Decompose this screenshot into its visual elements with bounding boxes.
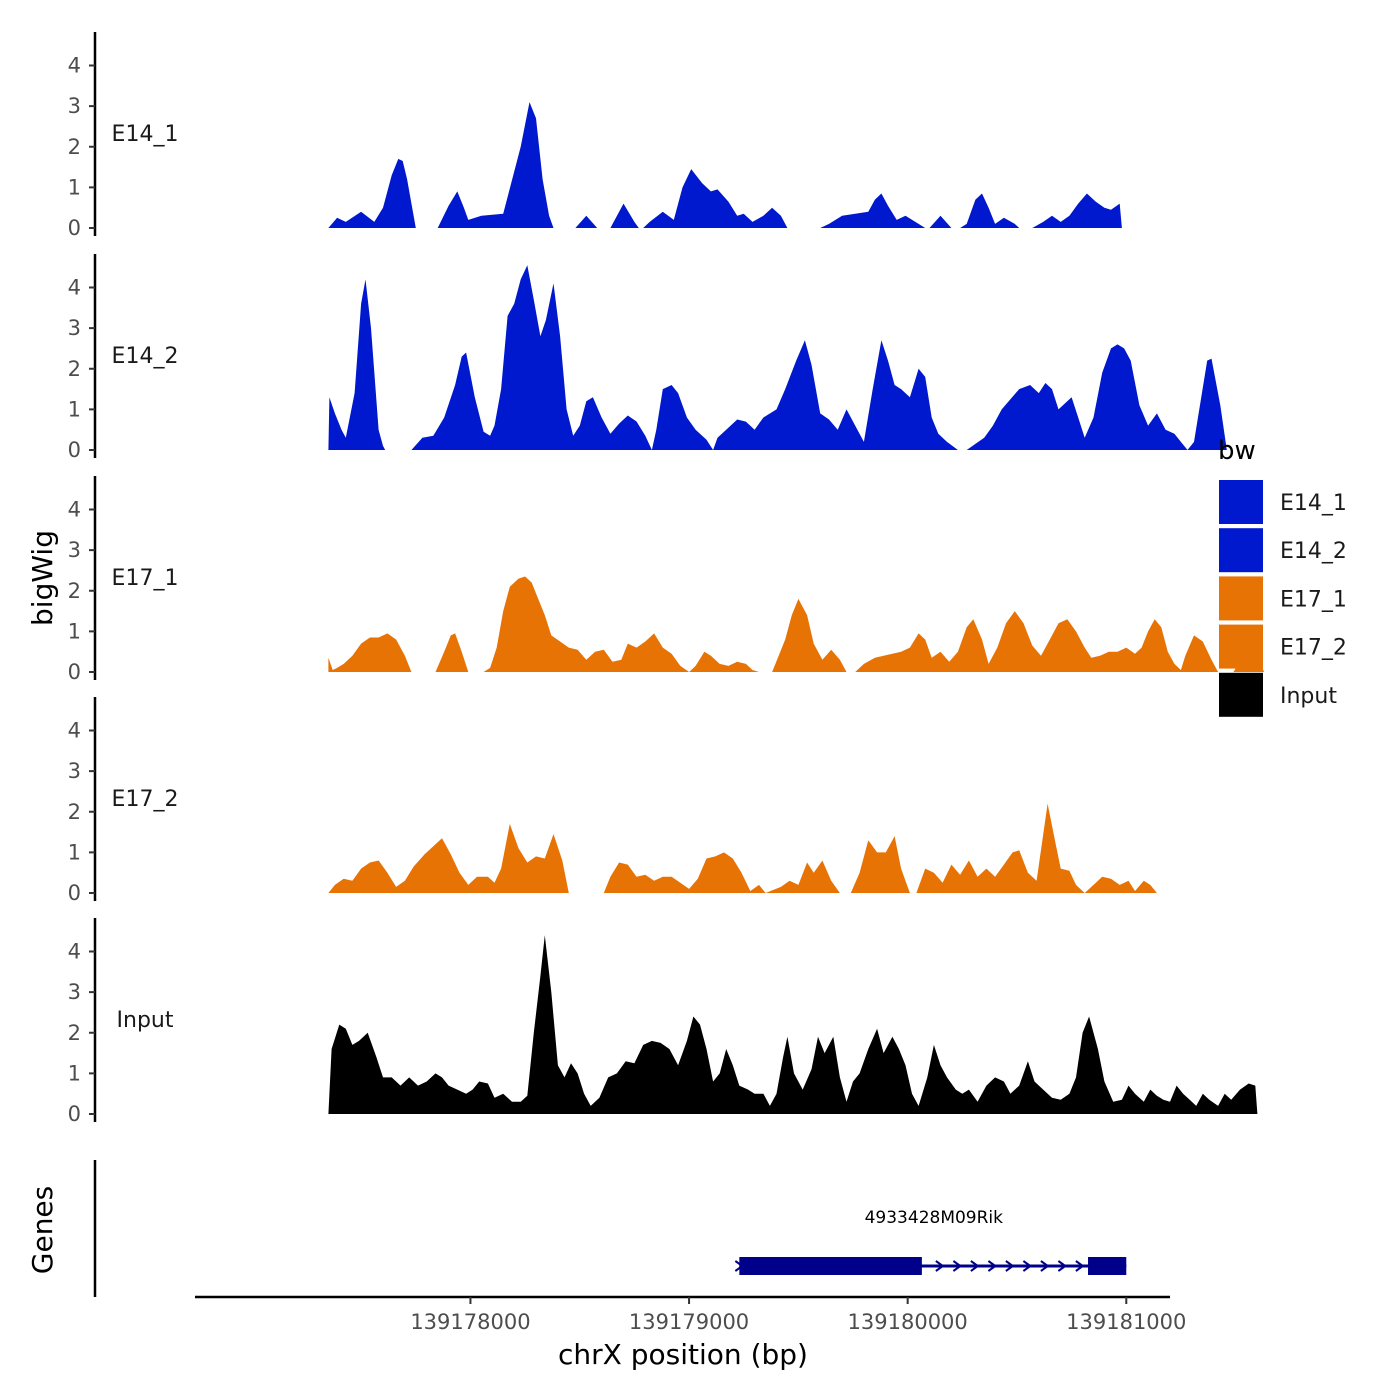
- legend-swatch: [1219, 624, 1263, 669]
- track-Input: 0 1 2 3 4 Input: [68, 918, 1258, 1126]
- track-E17_2: 0 1 2 3 4 E17_2: [68, 697, 1157, 905]
- track-label: E17_1: [112, 566, 179, 591]
- strand-arrow: [1057, 1260, 1068, 1272]
- y-tick-label: 4: [68, 498, 81, 522]
- coverage-area-Input: [328, 935, 1258, 1114]
- legend-swatch: [1219, 528, 1263, 573]
- legend-label: E17_1: [1280, 587, 1347, 612]
- x-tick-label: 139181000: [1066, 1310, 1186, 1334]
- y-tick-label: 1: [68, 1061, 81, 1085]
- gene-4933428M09Rik: 4933428M09Rik: [734, 1208, 1127, 1275]
- y-tick-label: 0: [68, 1102, 81, 1126]
- coverage-area-E14_2: [328, 265, 1227, 450]
- strand-arrow: [935, 1260, 945, 1272]
- gene-exon: [1088, 1257, 1127, 1275]
- legend-title: bw: [1218, 436, 1256, 466]
- y-tick-label: 3: [68, 316, 81, 340]
- x-tick-label: 139178000: [410, 1310, 530, 1334]
- y-axis-title: bigWig: [26, 530, 59, 626]
- track-label: E14_1: [112, 122, 179, 147]
- legend-label: E14_1: [1280, 491, 1347, 516]
- y-tick-label: 2: [68, 135, 81, 159]
- coverage-area-E14_1: [328, 102, 1122, 228]
- legend-swatch: [1219, 480, 1263, 524]
- track-label: E14_2: [112, 344, 179, 369]
- legend-label: E17_2: [1280, 636, 1347, 661]
- strand-arrow: [1005, 1260, 1015, 1272]
- y-tick-label: 2: [68, 579, 81, 603]
- y-tick-label: 2: [68, 800, 81, 824]
- y-tick-label: 3: [68, 538, 81, 562]
- legend-key-E14_1: E14_1: [1219, 480, 1347, 524]
- y-tick-label: 3: [68, 94, 81, 118]
- genes-track-title: Genes: [26, 1186, 59, 1274]
- legend-key-E17_2: E17_2: [1219, 624, 1347, 669]
- y-tick-label: 2: [68, 357, 81, 381]
- x-axis: 139178000 139179000 139180000 139181000: [195, 1295, 1186, 1334]
- x-axis-title: chrX position (bp): [558, 1338, 808, 1371]
- y-tick-label: 0: [68, 438, 81, 462]
- track-E17_1: 0 1 2 3 4 E17_1: [68, 476, 1264, 684]
- legend-key-Input: Input: [1219, 672, 1337, 717]
- strand-arrow: [970, 1260, 980, 1272]
- y-tick-label: 4: [68, 54, 81, 78]
- legend-key-E17_1: E17_1: [1219, 576, 1347, 621]
- track-E14_2: 0 1 2 3 4 E14_2: [68, 254, 1227, 462]
- track-E14_1: 0 1 2 3 4 E14_1: [68, 32, 1122, 240]
- gene-exon: [739, 1257, 922, 1275]
- x-tick-label: 139180000: [848, 1310, 968, 1334]
- x-tick-label: 139179000: [629, 1310, 749, 1334]
- y-tick-label: 4: [68, 719, 81, 743]
- legend: bw E14_1 E14_2 E17_1 E17_2 Input: [1218, 436, 1347, 717]
- strand-arrow: [734, 1260, 745, 1272]
- coverage-area-E17_2: [328, 803, 1157, 893]
- legend-swatch: [1219, 576, 1263, 621]
- coverage-area-E17_1: [328, 576, 1264, 672]
- tracks-layer: 0 1 2 3 4 E14_1 0 1 2 3 4 E14_2 0 1 2 3 4 E17_1 0 1 2 3 4 E17_2…: [68, 32, 1264, 1126]
- track-label: Input: [117, 1008, 174, 1033]
- y-tick-label: 0: [68, 660, 81, 684]
- strand-arrow: [1040, 1260, 1050, 1272]
- y-tick-label: 0: [68, 216, 81, 240]
- y-tick-label: 1: [68, 840, 81, 864]
- legend-swatch: [1219, 672, 1263, 717]
- gene-name-label: 4933428M09Rik: [865, 1208, 1004, 1228]
- y-tick-label: 2: [68, 1021, 81, 1045]
- genes-layer: 4933428M09Rik: [93, 1160, 1127, 1297]
- legend-label: Input: [1280, 684, 1337, 709]
- strand-arrow: [987, 1260, 998, 1272]
- track-label: E17_2: [112, 787, 179, 812]
- y-tick-label: 3: [68, 759, 81, 783]
- legend-key-E14_2: E14_2: [1219, 528, 1347, 573]
- y-tick-label: 1: [68, 175, 81, 199]
- strand-arrow: [952, 1260, 963, 1272]
- y-tick-label: 4: [68, 940, 81, 964]
- strand-arrow: [1022, 1260, 1033, 1272]
- strand-arrow: [1075, 1260, 1085, 1272]
- y-tick-label: 3: [68, 980, 81, 1004]
- y-tick-label: 1: [68, 397, 81, 421]
- y-tick-label: 0: [68, 881, 81, 905]
- legend-label: E14_2: [1280, 539, 1347, 564]
- y-tick-label: 4: [68, 276, 81, 300]
- y-tick-label: 1: [68, 619, 81, 643]
